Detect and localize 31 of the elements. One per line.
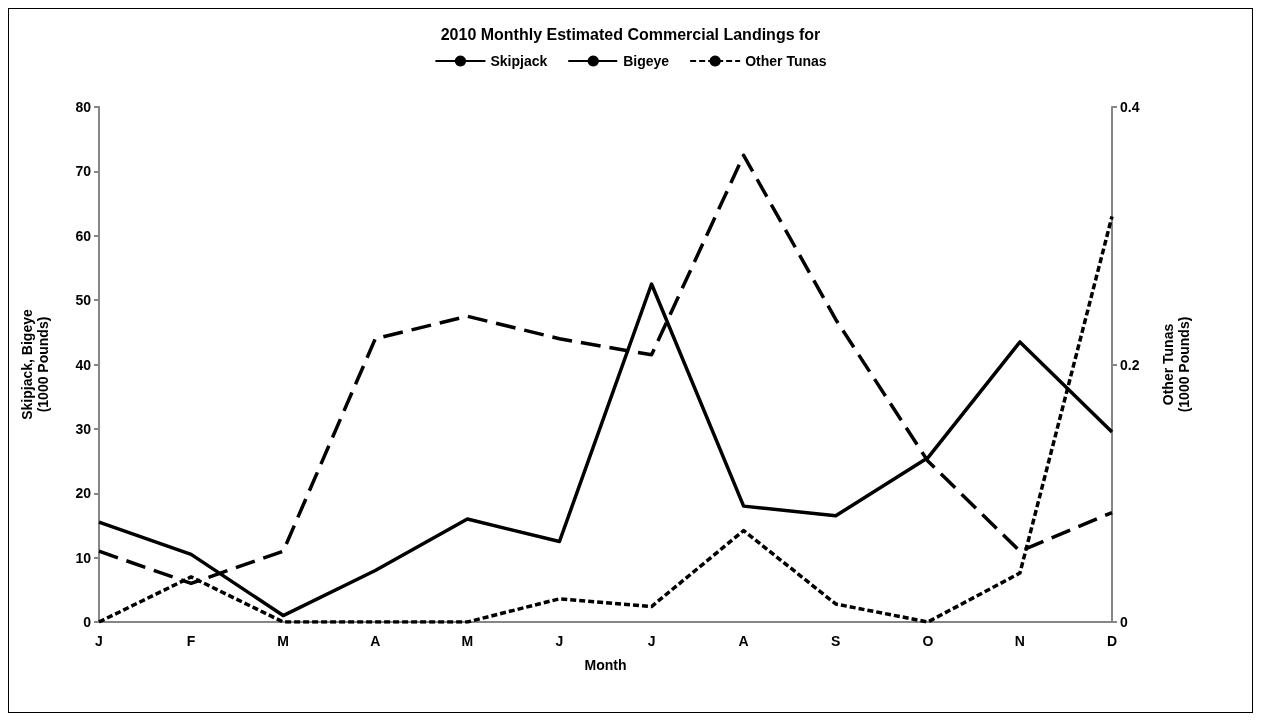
x-tick-label: J: [647, 633, 656, 649]
x-tick-label: A: [738, 633, 749, 649]
y-tick-label: 20: [75, 485, 92, 502]
x-tick-label: J: [95, 633, 103, 649]
y-tick-label: 0: [83, 614, 92, 630]
chart-title: 2010 Monthly Estimated Commercial Landings for: [440, 25, 821, 43]
y-axis-title: Skipjack, Bigeye (1000 Pounds): [19, 309, 51, 420]
y-tick-label: 30: [75, 420, 92, 437]
x-tick-label: A: [370, 633, 381, 649]
y-tick-label: 80: [75, 99, 92, 115]
x-axis-title: Month: [584, 657, 627, 673]
y-tick-label: 40: [75, 356, 92, 373]
x-tick-label: S: [831, 633, 841, 649]
y2-tick-label: 0: [1120, 614, 1128, 630]
y-tick-label: 50: [75, 292, 92, 309]
y-tick-label: 60: [75, 227, 92, 244]
y2-axis-title: Other Tunas (1000 Pounds): [1160, 316, 1192, 413]
y2-tick-label: 0.4: [1120, 99, 1140, 115]
x-tick-label: M: [461, 633, 474, 649]
x-tick-label: M: [277, 633, 290, 649]
legend-label: Other Tunas: [745, 53, 827, 69]
y-tick-label: 70: [75, 163, 92, 180]
x-tick-label: J: [555, 633, 564, 649]
x-tick-label: N: [1014, 633, 1025, 649]
y-tick-label: 10: [75, 549, 92, 566]
legend-label: Bigeye: [623, 53, 670, 69]
y2-tick-label: 0.2: [1120, 356, 1140, 373]
x-tick-label: F: [186, 633, 196, 649]
x-tick-label: D: [1106, 633, 1118, 649]
legend-label: Skipjack: [490, 53, 548, 69]
x-tick-label: O: [922, 633, 934, 649]
